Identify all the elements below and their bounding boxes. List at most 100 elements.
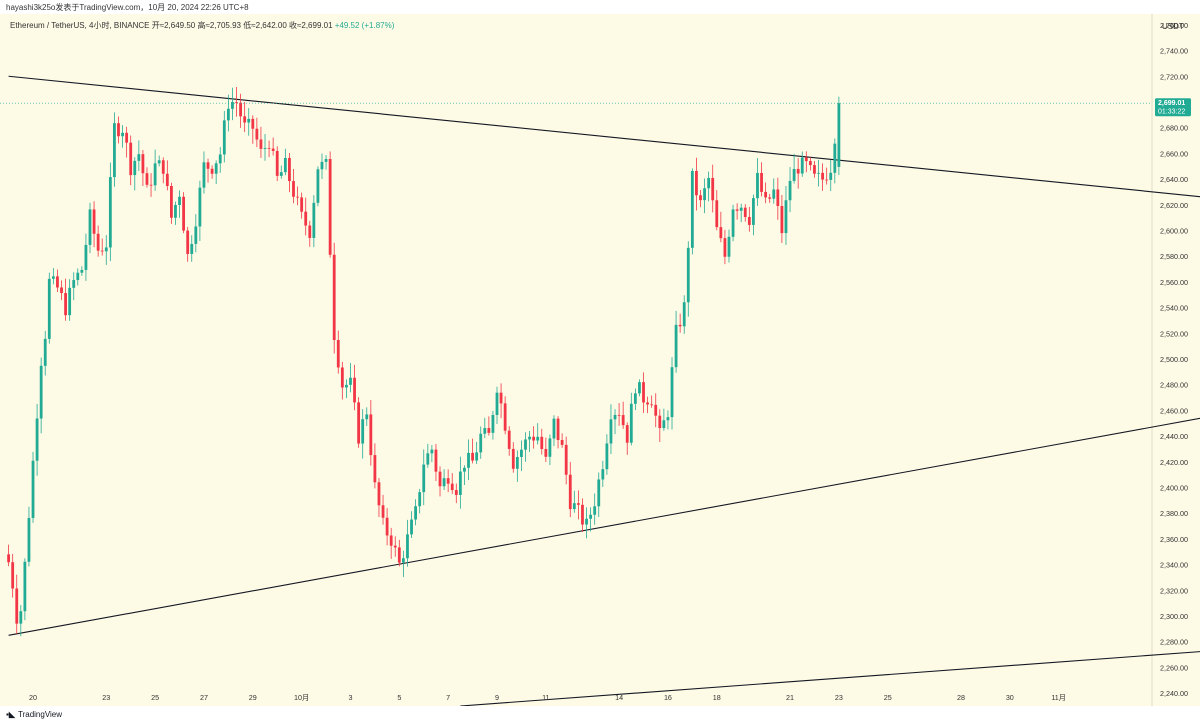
candle[interactable] [800, 151, 804, 177]
candle[interactable] [316, 166, 320, 207]
candle[interactable] [15, 574, 19, 634]
candle[interactable] [332, 242, 336, 354]
candle[interactable] [19, 604, 23, 637]
candle[interactable] [471, 438, 474, 464]
candle[interactable] [414, 499, 417, 526]
candle[interactable] [727, 229, 731, 263]
candle[interactable] [467, 439, 470, 481]
candle[interactable] [292, 168, 295, 204]
candle[interactable] [589, 507, 593, 532]
candle[interactable] [662, 408, 666, 431]
candle[interactable] [572, 490, 576, 513]
candle[interactable] [243, 102, 247, 133]
candle[interactable] [682, 295, 686, 334]
candle[interactable] [792, 153, 796, 184]
candle[interactable] [27, 506, 31, 567]
candle[interactable] [723, 229, 727, 265]
candle[interactable] [336, 330, 340, 374]
candle[interactable] [548, 434, 552, 466]
candle[interactable] [475, 441, 479, 464]
candle[interactable] [165, 160, 169, 191]
candle[interactable] [760, 162, 763, 197]
trendline-lower-channel[interactable] [460, 649, 1200, 707]
candle[interactable] [577, 490, 580, 520]
trendline-upper-resistance[interactable] [8, 75, 1200, 199]
candle[interactable] [117, 116, 120, 144]
candle[interactable] [100, 238, 104, 256]
candle[interactable] [776, 177, 780, 220]
candle[interactable] [72, 272, 76, 301]
candle[interactable] [369, 400, 373, 466]
candle[interactable] [585, 507, 588, 539]
candle[interactable] [279, 165, 283, 179]
candle[interactable] [202, 151, 206, 194]
candle[interactable] [601, 460, 605, 487]
candle[interactable] [454, 483, 458, 504]
candlestick-chart[interactable]: 2,240.00 2,260.00 2,280.00 2,300.00 2,320.00… [0, 0, 1200, 707]
candle[interactable] [267, 140, 271, 158]
candle[interactable] [430, 445, 434, 463]
candle[interactable] [528, 430, 531, 453]
candle[interactable] [68, 279, 72, 321]
candle[interactable] [446, 469, 450, 493]
candle[interactable] [64, 278, 67, 321]
candle[interactable] [161, 157, 165, 184]
candle[interactable] [463, 465, 466, 485]
candle[interactable] [345, 379, 348, 399]
candle[interactable] [654, 393, 658, 428]
candle[interactable] [837, 96, 841, 175]
candle[interactable] [263, 134, 267, 161]
candle[interactable] [133, 157, 137, 191]
candle[interactable] [206, 158, 210, 183]
candle[interactable] [617, 403, 621, 426]
candle[interactable] [491, 410, 495, 440]
candle[interactable] [524, 432, 527, 462]
candle[interactable] [60, 280, 63, 301]
candle[interactable] [499, 383, 503, 419]
candle[interactable] [768, 193, 772, 203]
candle[interactable] [239, 93, 242, 128]
candle[interactable] [458, 456, 462, 509]
candle[interactable] [377, 478, 381, 517]
candle[interactable] [186, 226, 190, 262]
candle[interactable] [833, 138, 837, 184]
candle[interactable] [353, 364, 356, 411]
candle[interactable] [349, 362, 352, 393]
candle[interactable] [145, 167, 149, 188]
candle[interactable] [638, 379, 641, 397]
candle[interactable] [821, 163, 824, 191]
candle[interactable] [397, 539, 401, 567]
candle[interactable] [283, 148, 287, 176]
candle[interactable] [51, 268, 55, 285]
candle[interactable] [825, 167, 829, 185]
candle[interactable] [625, 422, 629, 455]
candle[interactable] [650, 395, 654, 408]
candle[interactable] [597, 472, 601, 517]
candle[interactable] [389, 527, 393, 559]
candle[interactable] [231, 87, 234, 121]
candle[interactable] [670, 357, 674, 430]
candle[interactable] [76, 268, 80, 286]
candle[interactable] [247, 108, 251, 136]
candle[interactable] [442, 469, 446, 491]
candle[interactable] [47, 272, 51, 344]
candle[interactable] [804, 151, 808, 173]
candle[interactable] [487, 416, 491, 436]
candle[interactable] [88, 202, 92, 254]
candle[interactable] [210, 165, 214, 179]
candle[interactable] [719, 211, 723, 243]
candle[interactable] [84, 233, 88, 281]
candle[interactable] [178, 190, 181, 218]
candle[interactable] [540, 428, 544, 455]
candle[interactable] [56, 269, 59, 293]
candle[interactable] [796, 158, 800, 189]
candle[interactable] [426, 443, 430, 468]
candle[interactable] [361, 409, 365, 459]
candle[interactable] [125, 126, 129, 158]
candle[interactable] [609, 404, 613, 455]
candle[interactable] [772, 178, 776, 204]
candle[interactable] [503, 396, 507, 435]
candle[interactable] [275, 146, 279, 182]
candle[interactable] [381, 494, 385, 525]
candle[interactable] [96, 225, 100, 257]
